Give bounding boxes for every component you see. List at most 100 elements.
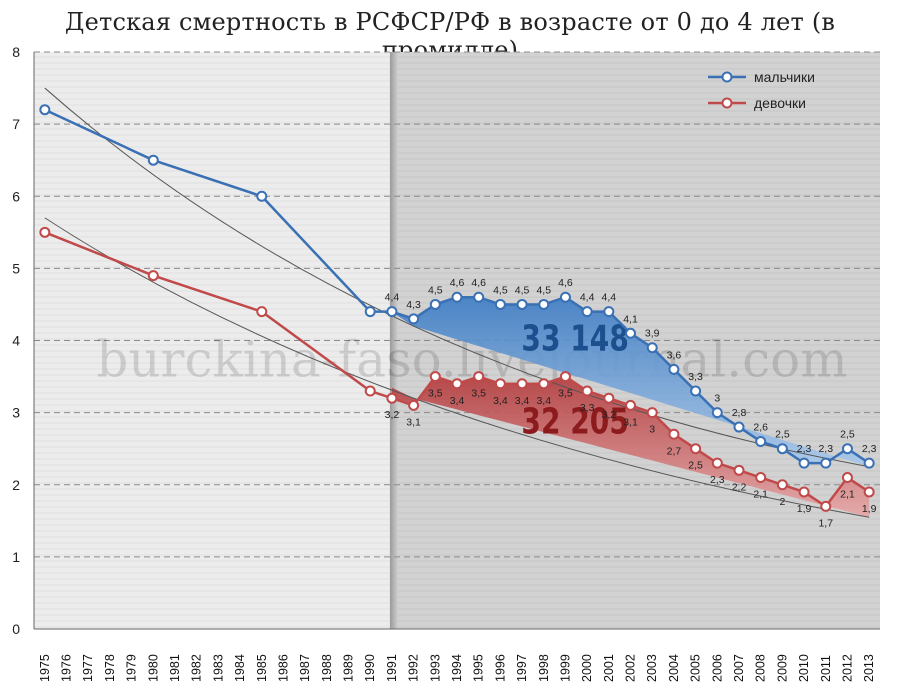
point-girls-1995 [473, 371, 485, 383]
x-tick-2008: 2008 [754, 654, 768, 682]
x-tick-2012: 2012 [840, 654, 854, 682]
point-boys-1990 [364, 306, 376, 318]
label-girls-2012: 2,1 [840, 489, 855, 501]
label-girls-2008: 2,1 [753, 489, 768, 501]
label-boys-2001: 4,4 [602, 292, 617, 304]
label-girls-1996: 3,4 [493, 395, 508, 407]
label-girls-1995: 3,5 [471, 388, 486, 400]
chart-title: Детская смертность в РСФСР/РФ в возрасте… [64, 8, 836, 64]
legend: мальчики девочки [708, 69, 815, 111]
x-tick-1998: 1998 [537, 654, 551, 682]
point-girls-1990 [364, 385, 376, 397]
point-girls-2003 [646, 407, 658, 419]
x-tick-1984: 1984 [233, 654, 247, 682]
background-left [34, 52, 392, 629]
x-tick-1992: 1992 [407, 654, 421, 682]
point-girls-2009 [776, 479, 788, 491]
x-tick-2003: 2003 [645, 654, 659, 682]
point-girls-1991 [386, 392, 398, 404]
x-tick-1993: 1993 [428, 654, 442, 682]
label-boys-1994: 4,6 [450, 277, 465, 289]
label-boys-1998: 4,5 [536, 284, 551, 296]
y-tick-2: 2 [12, 477, 20, 493]
label-girls-2006: 2,3 [710, 474, 725, 486]
point-girls-1998 [538, 378, 550, 390]
point-boys-1994 [451, 291, 463, 303]
point-girls-2002 [625, 399, 637, 411]
label-boys-1993: 4,5 [428, 284, 443, 296]
label-boys-1997: 4,5 [515, 284, 530, 296]
legend-label-girls: девочки [754, 95, 806, 111]
data-labels: 4,4 4,3 4,5 4,6 4,6 4,5 4,5 4,5 4,6 4,4 4,4 4,1 3,9 3… [385, 277, 877, 529]
x-tick-1996: 1996 [493, 654, 507, 682]
label-boys-2005: 3,3 [688, 371, 703, 383]
label-boys-1991: 4,4 [385, 292, 400, 304]
point-boys-2006 [711, 407, 723, 419]
label-boys-2012: 2,5 [840, 429, 855, 441]
point-girls-2000 [581, 385, 593, 397]
label-boys-2006: 3 [714, 393, 720, 405]
x-tick-2009: 2009 [775, 654, 789, 682]
label-boys-2009: 2,5 [775, 429, 790, 441]
point-boys-1995 [473, 291, 485, 303]
point-boys-2013 [863, 457, 875, 469]
point-girls-1992 [408, 399, 420, 411]
point-girls-2012 [841, 472, 853, 484]
point-girls-1985 [256, 306, 268, 318]
annotations: 33 148 32 205 [521, 317, 628, 442]
label-boys-2013: 2,3 [862, 443, 877, 455]
point-girls-2001 [603, 392, 615, 404]
label-girls-1997: 3,4 [515, 395, 530, 407]
label-boys-2003: 3,9 [645, 328, 660, 340]
filled-areas [391, 297, 870, 518]
x-tick-1978: 1978 [103, 654, 117, 682]
point-girls-1993 [429, 371, 441, 383]
point-girls-2013 [863, 486, 875, 498]
x-tick-1985: 1985 [255, 654, 269, 682]
x-tick-2010: 2010 [797, 654, 811, 682]
point-girls-2004 [668, 428, 680, 440]
x-tick-1994: 1994 [450, 654, 464, 682]
label-boys-2011: 2,3 [818, 443, 833, 455]
x-tick-1991: 1991 [385, 654, 399, 682]
point-boys-2010 [798, 457, 810, 469]
label-boys-2007: 2,8 [732, 407, 747, 419]
point-boys-1980 [147, 154, 159, 166]
x-tick-2001: 2001 [602, 654, 616, 682]
point-boys-1993 [429, 298, 441, 310]
x-tick-2005: 2005 [689, 654, 703, 682]
point-boys-1991 [386, 306, 398, 318]
point-girls-1975 [39, 226, 51, 238]
area-boys [391, 297, 870, 467]
label-boys-2000: 4,4 [580, 292, 595, 304]
x-tick-1995: 1995 [472, 654, 486, 682]
label-girls-2002: 3,1 [623, 416, 638, 428]
label-boys-2010: 2,3 [797, 443, 812, 455]
point-boys-1992 [408, 313, 420, 325]
point-girls-2006 [711, 457, 723, 469]
x-tick-1990: 1990 [363, 654, 377, 682]
axes: 0 1 2 3 4 5 6 7 8 1975 1976 1977 1978 1979 1980 1981 198… [12, 44, 880, 682]
label-girls-2005: 2,5 [688, 460, 703, 472]
point-boys-1999 [559, 291, 571, 303]
y-tick-7: 7 [12, 116, 20, 132]
label-girls-2003: 3 [649, 424, 655, 436]
x-tick-1999: 1999 [558, 654, 572, 682]
legend-marker-girls [721, 97, 733, 109]
label-boys-1995: 4,6 [471, 277, 486, 289]
x-tick-1988: 1988 [320, 654, 334, 682]
y-tick-8: 8 [12, 44, 20, 60]
label-girls-1993: 3,5 [428, 388, 443, 400]
label-girls-2010: 1,9 [797, 503, 812, 515]
y-tick-0: 0 [12, 621, 20, 637]
point-boys-2004 [668, 363, 680, 375]
point-boys-2008 [755, 435, 767, 447]
x-tick-1986: 1986 [276, 654, 290, 682]
point-girls-2011 [820, 500, 832, 512]
label-boys-1999: 4,6 [558, 277, 573, 289]
x-tick-2007: 2007 [732, 654, 746, 682]
annotation-0: 33 148 [521, 317, 628, 359]
point-girls-2010 [798, 486, 810, 498]
label-girls-2011: 1,7 [818, 517, 833, 529]
x-tick-1982: 1982 [190, 654, 204, 682]
